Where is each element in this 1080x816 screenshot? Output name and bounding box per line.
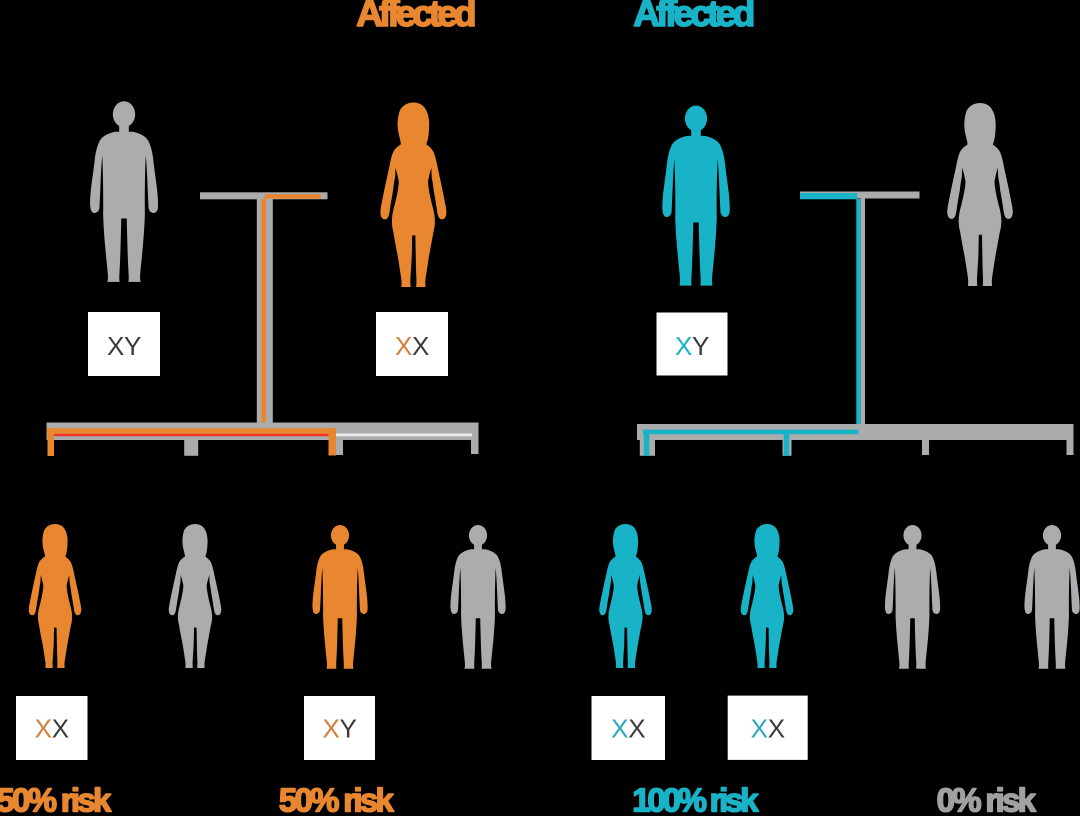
svg-text:100% risk: 100% risk [632,782,759,816]
svg-text:Affected: Affected [633,0,754,34]
svg-text:XX: XX [751,714,785,744]
svg-text:XX: XX [611,714,645,744]
svg-text:Affected: Affected [356,0,475,34]
svg-text:50% risk: 50% risk [0,782,112,816]
svg-text:XX: XX [395,331,429,361]
svg-text:50% risk: 50% risk [279,782,395,816]
svg-text:XX: XX [35,714,69,744]
svg-text:0% risk: 0% risk [937,782,1037,816]
svg-text:XY: XY [675,331,709,361]
svg-text:XY: XY [107,331,141,361]
svg-text:XY: XY [322,714,356,744]
